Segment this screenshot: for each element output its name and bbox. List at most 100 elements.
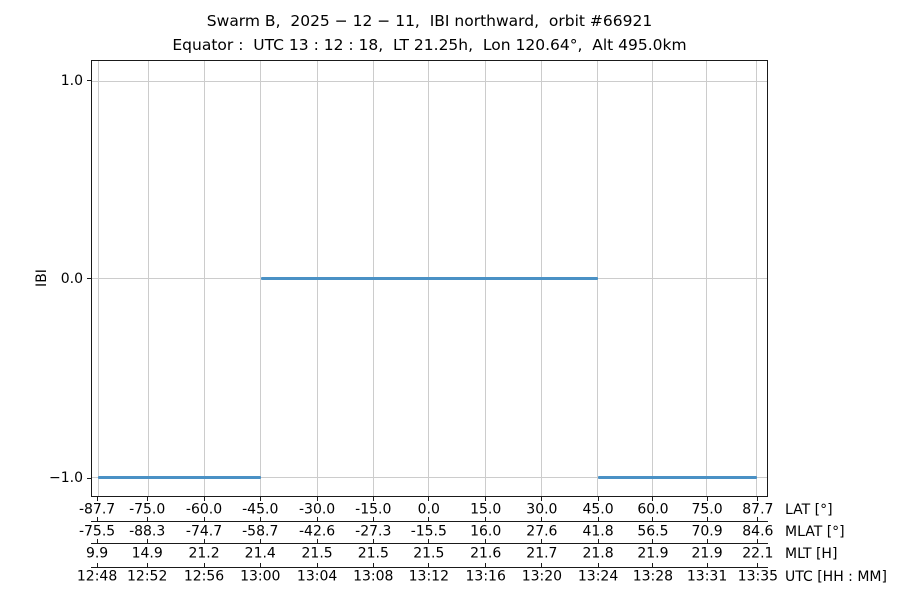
utc-tick-label: 13:31: [686, 568, 728, 585]
mlat-tick-label: -42.6: [298, 523, 336, 540]
axis-row-tick-utc: [259, 563, 261, 567]
axis-row-tick-mlat: [372, 517, 374, 521]
lat-tick-label: -75.0: [129, 501, 166, 518]
axis-row-tick-mlt: [372, 539, 374, 543]
chart-subtitle: Equator : UTC 13 : 12 : 18, LT 21.25h, L…: [172, 36, 687, 54]
lat-tick-label: -45.0: [242, 501, 279, 518]
axis-row-tick-mlat: [485, 517, 487, 521]
axis-row-tick-utc: [372, 563, 374, 567]
data-line-segment: [597, 475, 757, 479]
axis-row-tick-mlt: [706, 539, 708, 543]
gridline-horizontal: [92, 476, 767, 478]
data-line-segment: [98, 475, 261, 479]
axis-row-label-lat: LAT [°]: [785, 502, 833, 518]
axis-row-tick-mlt: [485, 539, 487, 543]
mlt-tick-label: 21.8: [582, 545, 614, 562]
y-tick-label: 0.0: [60, 270, 83, 287]
axis-row-tick-utc: [706, 563, 708, 567]
axis-row-tick-mlt: [428, 539, 430, 543]
mlat-tick-label: 16.0: [470, 523, 502, 540]
axis-row-tick-mlt: [203, 539, 205, 543]
lat-tick-label: 30.0: [526, 501, 558, 518]
chart-title: Swarm B, 2025 − 12 − 11, IBI northward, …: [206, 12, 653, 30]
axis-row-tick-mlat: [96, 517, 98, 521]
lat-tick-label: -30.0: [298, 501, 336, 518]
mlat-tick-label: -88.3: [129, 523, 166, 540]
x-tick-mark: [757, 497, 759, 501]
utc-tick-label: 13:24: [577, 568, 619, 585]
axis-row-line-mlt: [91, 543, 768, 544]
axis-row-label-mlt: MLT [H]: [785, 546, 838, 562]
axis-row-tick-utc: [757, 563, 759, 567]
mlt-tick-label: 21.5: [357, 545, 389, 562]
axis-row-tick-utc: [146, 563, 148, 567]
lat-tick-label: 45.0: [582, 501, 614, 518]
data-line-segment: [260, 277, 598, 281]
lat-tick-label: 60.0: [637, 501, 669, 518]
lat-tick-label: 15.0: [470, 501, 502, 518]
lat-tick-label: -87.7: [78, 501, 116, 518]
axis-row-label-mlat: MLAT [°]: [785, 524, 845, 540]
axis-row-tick-mlt: [652, 539, 654, 543]
mlat-tick-label: -58.7: [242, 523, 279, 540]
axis-row-tick-utc: [96, 563, 98, 567]
axis-row-tick-utc: [203, 563, 205, 567]
mlt-tick-label: 21.6: [470, 545, 502, 562]
gridline-horizontal: [92, 81, 767, 83]
mlat-tick-label: -75.5: [78, 523, 116, 540]
axis-row-tick-mlt: [146, 539, 148, 543]
mlat-tick-label: -15.5: [410, 523, 447, 540]
axis-row-tick-utc: [316, 563, 318, 567]
x-tick-mark: [652, 497, 654, 501]
utc-tick-label: 13:04: [296, 568, 338, 585]
axis-row-tick-mlat: [757, 517, 759, 521]
utc-tick-label: 13:28: [632, 568, 674, 585]
axis-row-tick-mlt: [597, 539, 599, 543]
x-tick-mark: [316, 497, 318, 501]
utc-tick-label: 13:35: [737, 568, 779, 585]
mlat-tick-label: -74.7: [185, 523, 223, 540]
x-tick-mark: [485, 497, 487, 501]
axis-row-tick-mlat: [597, 517, 599, 521]
axis-row-tick-mlt: [541, 539, 543, 543]
utc-tick-label: 13:16: [465, 568, 506, 585]
utc-tick-label: 13:08: [353, 568, 394, 585]
utc-tick-label: 12:48: [76, 568, 118, 585]
axis-row-tick-mlat: [259, 517, 261, 521]
axis-row-tick-mlat: [146, 517, 148, 521]
x-tick-mark: [96, 497, 98, 501]
mlt-tick-label: 21.5: [301, 545, 333, 562]
y-tick-mark: [87, 278, 91, 280]
axis-row-line-utc: [91, 567, 768, 568]
y-tick-mark: [87, 80, 91, 82]
mlt-tick-label: 21.7: [526, 545, 558, 562]
axis-row-tick-mlt: [316, 539, 318, 543]
mlt-tick-label: 21.5: [413, 545, 445, 562]
x-tick-mark: [372, 497, 374, 501]
y-tick-label: −1.0: [49, 470, 83, 487]
y-tick-label: 1.0: [60, 72, 83, 89]
mlt-tick-label: 21.4: [244, 545, 276, 562]
axis-row-tick-utc: [485, 563, 487, 567]
x-tick-mark: [146, 497, 148, 501]
mlt-tick-label: 22.1: [742, 545, 774, 562]
axis-row-line-mlat: [91, 521, 768, 522]
utc-tick-label: 13:00: [240, 568, 281, 585]
mlt-tick-label: 21.9: [691, 545, 723, 562]
axis-row-tick-mlat: [652, 517, 654, 521]
lat-tick-label: 87.7: [742, 501, 774, 518]
lat-tick-label: 75.0: [691, 501, 723, 518]
axis-row-tick-mlt: [96, 539, 98, 543]
mlat-tick-label: 56.5: [637, 523, 669, 540]
utc-tick-label: 12:52: [127, 568, 168, 585]
mlt-tick-label: 9.9: [85, 545, 109, 562]
lat-tick-label: -60.0: [185, 501, 223, 518]
axis-row-tick-mlat: [541, 517, 543, 521]
mlat-tick-label: 84.6: [742, 523, 774, 540]
axis-row-tick-mlat: [203, 517, 205, 521]
x-tick-mark: [259, 497, 261, 501]
axis-row-tick-utc: [652, 563, 654, 567]
axis-row-tick-mlat: [428, 517, 430, 521]
plot-area: [91, 60, 768, 497]
